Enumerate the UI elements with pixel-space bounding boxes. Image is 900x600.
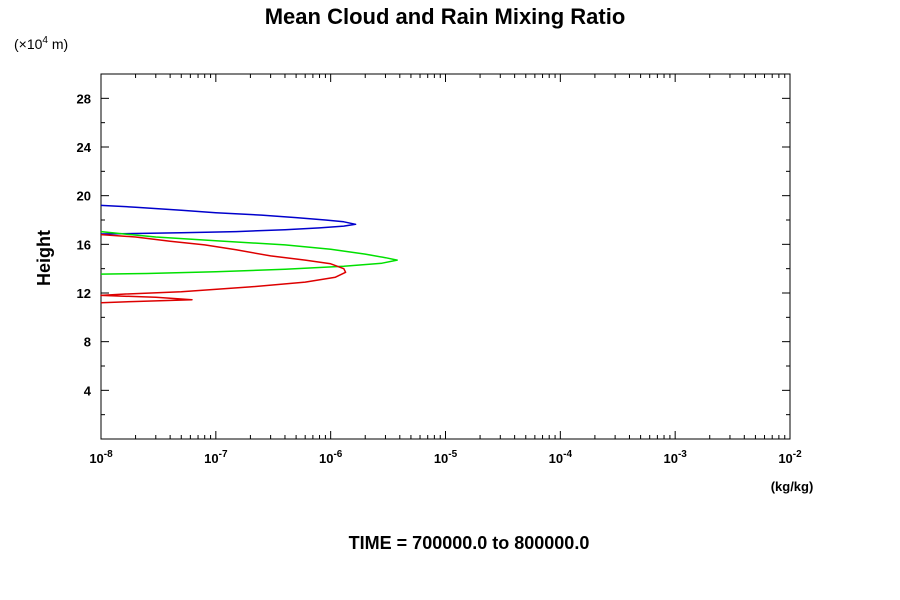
x-tick-label-exponent: -8 [104,449,113,460]
x-tick-label-base: 10 [778,451,792,466]
y-tick-label: 8 [84,335,91,350]
x-tick-label-base: 10 [204,451,218,466]
x-tick-label: 10-3 [663,449,687,466]
series-layer [100,204,398,304]
x-axis-ticks: 10-8 10-7 10-6 10-5 10-4 10-3 10-2 [89,74,802,466]
y-tick-label: 16 [77,237,91,252]
y-tick-label: 24 [77,140,92,155]
y-scale-note-unit: m) [48,36,68,52]
x-tick-label-exponent: -3 [678,449,687,460]
x-tick-label-exponent: -7 [219,449,228,460]
x-tick-label: 10-8 [89,449,113,466]
y-tick-label: 4 [84,383,92,398]
time-footer: TIME = 700000.0 to 800000.0 [349,533,590,553]
y-tick-label: 28 [77,91,91,106]
y-axis-ticks: 4 8 12 16 20 24 28 [77,91,790,398]
y-tick-label: 20 [77,189,91,204]
series-line-3 [100,233,347,304]
y-scale-note-exponent: 4 [42,35,48,46]
minor-ticks [101,74,790,439]
x-tick-label: 10-4 [549,449,573,466]
y-axis-label: Height [34,230,54,286]
x-axis-label: (kg/kg) [771,479,814,494]
x-tick-label: 10-6 [319,449,343,466]
x-tick-label: 10-7 [204,449,228,466]
x-tick-label: 10-2 [778,449,802,466]
y-scale-note: (×104 m) [14,35,68,52]
x-tick-label-base: 10 [89,451,103,466]
x-tick-label-exponent: -4 [563,449,572,460]
series-line-2 [100,230,398,275]
x-tick-label-base: 10 [434,451,448,466]
x-tick-label-exponent: -5 [448,449,457,460]
series-line-1 [100,204,357,235]
x-tick-label-base: 10 [663,451,677,466]
x-tick-label-exponent: -6 [333,449,342,460]
x-tick-label: 10-5 [434,449,458,466]
chart-title: Mean Cloud and Rain Mixing Ratio [265,4,626,29]
x-tick-label-base: 10 [319,451,333,466]
x-tick-label-exponent: -2 [793,449,802,460]
plot-frame [100,73,791,440]
x-tick-label-base: 10 [549,451,563,466]
y-tick-label: 12 [77,286,91,301]
y-scale-note-prefix: (×10 [14,36,43,52]
